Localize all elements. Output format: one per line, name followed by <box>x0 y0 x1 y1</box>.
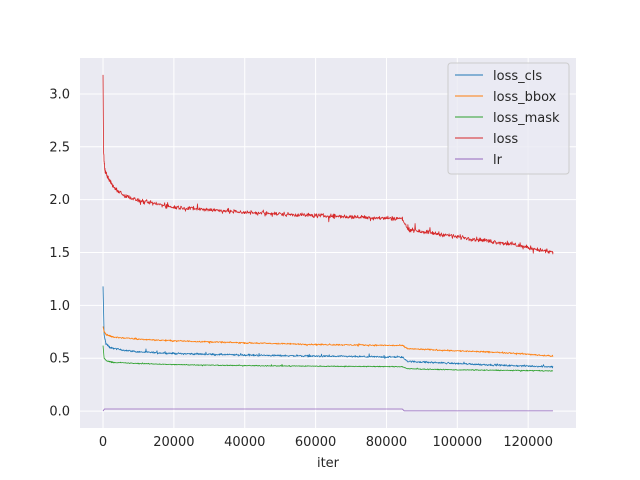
legend-label-loss: loss <box>493 132 518 147</box>
legend-label-lr: lr <box>493 153 503 168</box>
legend-box <box>447 62 570 175</box>
y-axis-ticks: 0.0 0.5 1.0 1.5 2.0 2.5 3.0 <box>49 87 70 419</box>
y-tick-label: 1.5 <box>49 246 70 261</box>
x-tick-label: 100000 <box>432 435 482 450</box>
x-axis-ticks: 0 20000 40000 60000 80000 100000 120000 <box>99 435 553 450</box>
x-tick-label: 40000 <box>224 435 265 450</box>
y-tick-label: 1.0 <box>49 299 70 314</box>
series-lines <box>102 74 554 412</box>
y-tick-label: 0.0 <box>49 405 70 420</box>
legend-label-loss-bbox: loss_bbox <box>493 90 557 105</box>
x-tick-label: 80000 <box>366 435 407 450</box>
x-tick-label: 20000 <box>153 435 194 450</box>
y-tick-label: 0.5 <box>49 352 70 367</box>
series-line-loss-cls <box>102 286 554 369</box>
y-tick-label: 2.0 <box>49 193 70 208</box>
series-line-lr <box>102 408 554 412</box>
x-tick-label: 60000 <box>295 435 336 450</box>
series-line-loss <box>102 74 554 255</box>
series-line-loss-bbox <box>102 326 554 357</box>
legend-label-loss-mask: loss_mask <box>493 111 560 126</box>
grid <box>80 58 576 428</box>
y-tick-label: 3.0 <box>49 87 70 102</box>
x-axis-label: iter <box>317 456 340 471</box>
x-tick-label: 120000 <box>503 435 553 450</box>
series-line-loss-mask <box>102 345 554 372</box>
y-tick-label: 2.5 <box>49 140 70 155</box>
legend-label-loss-cls: loss_cls <box>493 69 542 84</box>
x-tick-label: 0 <box>99 435 107 450</box>
